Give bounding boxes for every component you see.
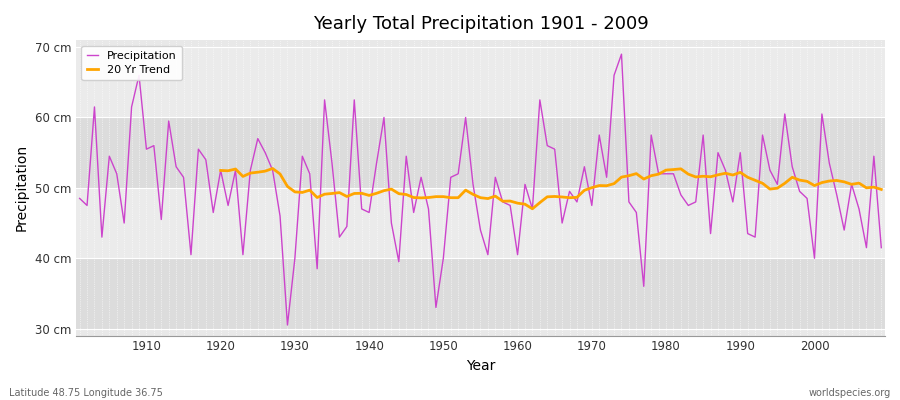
Bar — [76, 188, 885, 258]
Title: Yearly Total Precipitation 1901 - 2009: Yearly Total Precipitation 1901 - 2009 — [312, 15, 648, 33]
20 Yr Trend — [861, 186, 872, 190]
20 Yr Trend — [267, 166, 278, 171]
Line: Precipitation: Precipitation — [79, 54, 881, 325]
Precipitation — [349, 98, 360, 102]
Text: worldspecies.org: worldspecies.org — [809, 388, 891, 398]
Line: 20 Yr Trend: 20 Yr Trend — [220, 168, 881, 209]
Bar — [76, 47, 885, 118]
Precipitation — [512, 252, 523, 257]
Y-axis label: Precipitation: Precipitation — [15, 144, 29, 232]
Precipitation — [133, 73, 144, 78]
20 Yr Trend — [423, 195, 434, 200]
20 Yr Trend — [311, 195, 322, 200]
Bar — [76, 258, 885, 328]
20 Yr Trend — [527, 206, 538, 211]
Precipitation — [282, 323, 292, 328]
Legend: Precipitation, 20 Yr Trend: Precipitation, 20 Yr Trend — [82, 46, 183, 80]
Precipitation — [616, 52, 627, 56]
20 Yr Trend — [876, 187, 886, 192]
Text: Latitude 48.75 Longitude 36.75: Latitude 48.75 Longitude 36.75 — [9, 388, 163, 398]
20 Yr Trend — [779, 181, 790, 186]
Precipitation — [304, 171, 315, 176]
20 Yr Trend — [794, 178, 805, 182]
Bar — [76, 118, 885, 188]
20 Yr Trend — [215, 168, 226, 173]
X-axis label: Year: Year — [466, 359, 495, 373]
Precipitation — [876, 245, 886, 250]
Precipitation — [519, 182, 530, 187]
20 Yr Trend — [690, 174, 701, 179]
Precipitation — [74, 196, 85, 201]
Precipitation — [608, 73, 619, 78]
